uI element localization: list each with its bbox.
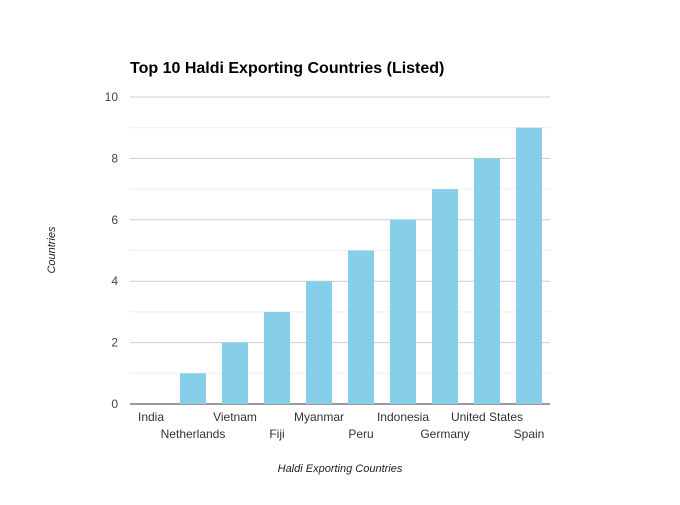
y-tick-label: 8 (111, 151, 118, 165)
bar-united-states (473, 158, 501, 404)
y-tick-label: 2 (111, 336, 118, 350)
x-category-label: Spain (514, 427, 545, 441)
x-category-label: Peru (348, 427, 373, 441)
bar-fiji (263, 311, 291, 404)
x-axis-categories: India Netherlands Vietnam Fiji Myanmar Peru In… (138, 410, 544, 441)
bar-indonesia (389, 219, 417, 404)
bar-netherlands (179, 373, 207, 404)
x-category-label: Fiji (269, 427, 284, 441)
x-category-label: India (138, 410, 164, 424)
chart-title: Top 10 Haldi Exporting Countries (Listed… (130, 60, 444, 77)
y-tick-label: 10 (105, 90, 119, 104)
bar-vietnam (221, 342, 249, 404)
bar-germany (431, 189, 459, 404)
y-tick-label: 4 (111, 274, 118, 288)
bar-myanmar (305, 281, 333, 404)
bar-peru (347, 250, 375, 404)
x-axis-title: Haldi Exporting Countries (278, 463, 403, 475)
x-category-label: Vietnam (213, 410, 257, 424)
x-category-label: Germany (420, 427, 469, 441)
bars (179, 127, 543, 404)
x-category-label: Netherlands (161, 427, 226, 441)
y-axis-title: Countries (46, 226, 58, 274)
x-category-label: Indonesia (377, 410, 429, 424)
y-tick-label: 6 (111, 213, 118, 227)
y-axis-ticks: 0 2 4 6 8 10 (105, 90, 119, 411)
bar-spain (515, 127, 543, 404)
x-category-label: United States (451, 410, 523, 424)
y-tick-label: 0 (111, 397, 118, 411)
x-category-label: Myanmar (294, 410, 344, 424)
